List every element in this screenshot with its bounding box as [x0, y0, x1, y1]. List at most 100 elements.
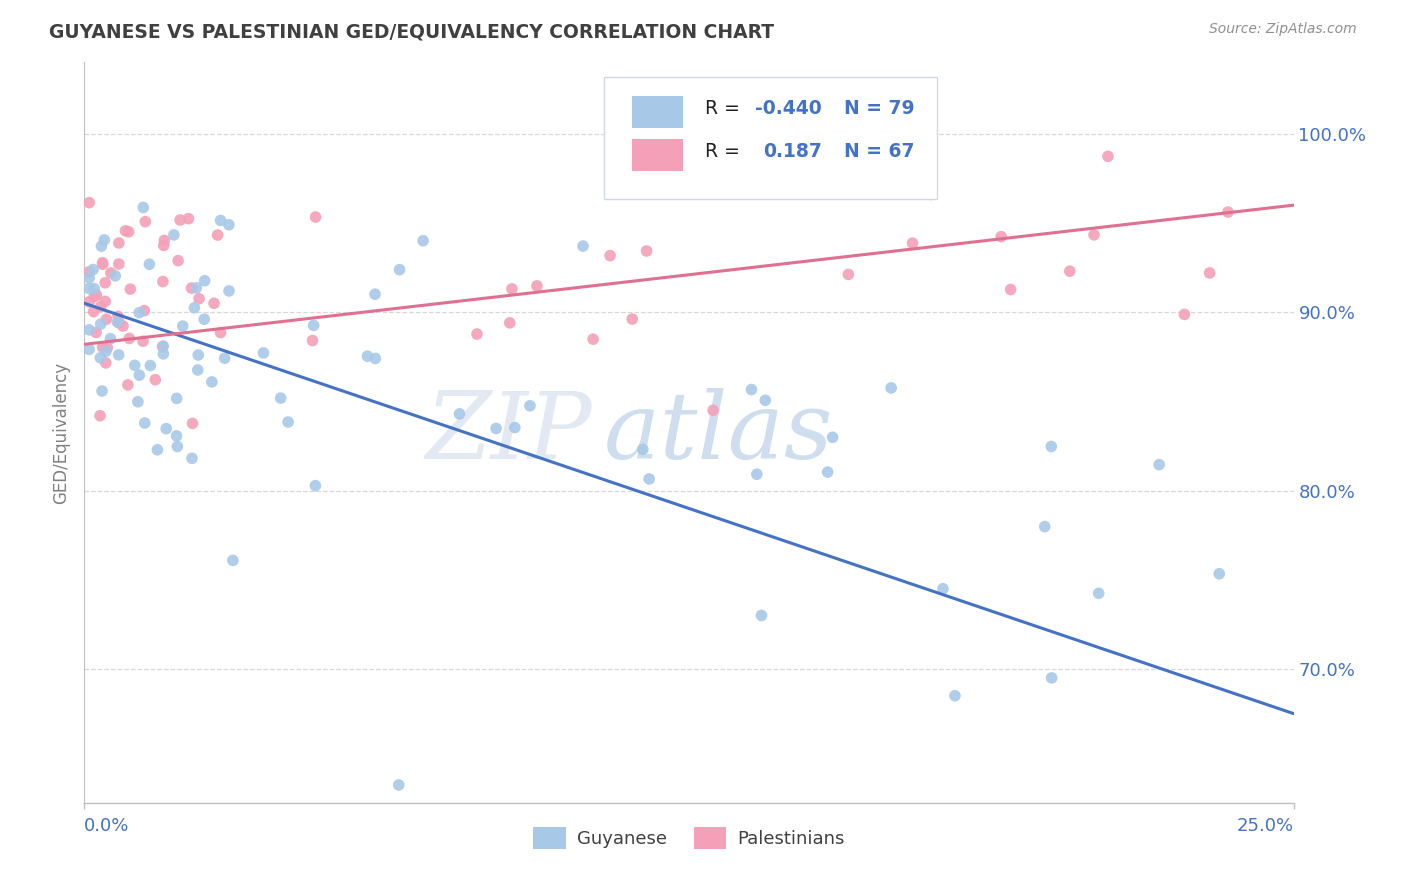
- Point: [636, 244, 658, 258]
- Point: [880, 381, 903, 395]
- Point: [301, 334, 323, 348]
- Point: [177, 211, 200, 226]
- Point: [412, 234, 434, 248]
- Text: atlas: atlas: [605, 388, 834, 477]
- Point: [1097, 149, 1119, 163]
- Point: [77, 323, 100, 337]
- Text: 0.0%: 0.0%: [84, 817, 129, 835]
- Point: [187, 348, 209, 362]
- Point: [96, 312, 118, 326]
- Point: [754, 393, 776, 408]
- Point: [631, 442, 654, 457]
- Point: [117, 225, 139, 239]
- Point: [127, 394, 149, 409]
- Point: [1033, 519, 1056, 533]
- Point: [100, 266, 122, 280]
- Point: [134, 303, 156, 318]
- Point: [143, 373, 166, 387]
- Point: [501, 282, 523, 296]
- Point: [304, 210, 326, 224]
- Point: [89, 409, 111, 423]
- Point: [77, 270, 100, 285]
- Point: [91, 257, 114, 271]
- Point: [207, 228, 229, 243]
- Point: [128, 368, 150, 383]
- Point: [201, 375, 224, 389]
- Point: [209, 326, 232, 340]
- Point: [302, 318, 325, 333]
- Point: [449, 407, 471, 421]
- Point: [503, 420, 526, 434]
- Point: [83, 282, 105, 296]
- Point: [83, 304, 105, 318]
- Point: [209, 213, 232, 227]
- Point: [252, 346, 274, 360]
- Point: [108, 316, 131, 330]
- Point: [181, 451, 204, 466]
- Point: [465, 326, 488, 341]
- Point: [124, 359, 146, 373]
- Text: N = 67: N = 67: [844, 142, 914, 161]
- Point: [222, 553, 245, 567]
- Point: [1087, 586, 1109, 600]
- Text: Source: ZipAtlas.com: Source: ZipAtlas.com: [1209, 22, 1357, 37]
- Point: [91, 340, 114, 354]
- Point: [96, 341, 118, 355]
- Text: R =: R =: [704, 99, 745, 118]
- Point: [107, 310, 129, 324]
- Point: [188, 292, 211, 306]
- Point: [128, 306, 150, 320]
- Point: [1059, 264, 1081, 278]
- Text: N = 79: N = 79: [844, 99, 914, 118]
- Point: [202, 296, 225, 310]
- Point: [134, 215, 156, 229]
- Point: [90, 239, 112, 253]
- Point: [218, 218, 240, 232]
- Point: [94, 294, 117, 309]
- Point: [84, 326, 107, 340]
- Point: [187, 363, 209, 377]
- Point: [621, 312, 644, 326]
- Point: [277, 415, 299, 429]
- Point: [214, 351, 236, 366]
- Point: [90, 317, 112, 331]
- Legend: Guyanese, Palestinians: Guyanese, Palestinians: [526, 821, 852, 856]
- Point: [702, 403, 724, 417]
- Point: [89, 351, 111, 365]
- Point: [167, 253, 190, 268]
- Text: R =: R =: [704, 142, 745, 161]
- Point: [134, 416, 156, 430]
- Point: [218, 284, 240, 298]
- Point: [1147, 458, 1170, 472]
- Point: [388, 262, 411, 277]
- Point: [1216, 205, 1239, 219]
- Point: [1000, 283, 1022, 297]
- Point: [901, 236, 924, 251]
- Point: [77, 281, 100, 295]
- Y-axis label: GED/Equivalency: GED/Equivalency: [52, 361, 70, 504]
- Text: 25.0%: 25.0%: [1236, 817, 1294, 835]
- Point: [817, 465, 839, 479]
- Point: [638, 472, 661, 486]
- Point: [152, 347, 174, 361]
- Text: ZIP: ZIP: [426, 388, 592, 477]
- Point: [172, 319, 194, 334]
- Point: [194, 274, 217, 288]
- Point: [94, 344, 117, 359]
- Point: [114, 224, 136, 238]
- Point: [364, 287, 387, 301]
- Point: [1198, 266, 1220, 280]
- Point: [181, 417, 204, 431]
- Point: [1208, 566, 1230, 581]
- Point: [1040, 671, 1063, 685]
- Point: [146, 442, 169, 457]
- Point: [94, 276, 117, 290]
- Point: [740, 383, 762, 397]
- Point: [943, 689, 966, 703]
- FancyBboxPatch shape: [633, 95, 683, 128]
- Point: [582, 332, 605, 346]
- Point: [183, 301, 205, 315]
- Point: [155, 422, 177, 436]
- Point: [108, 235, 131, 250]
- Point: [120, 282, 142, 296]
